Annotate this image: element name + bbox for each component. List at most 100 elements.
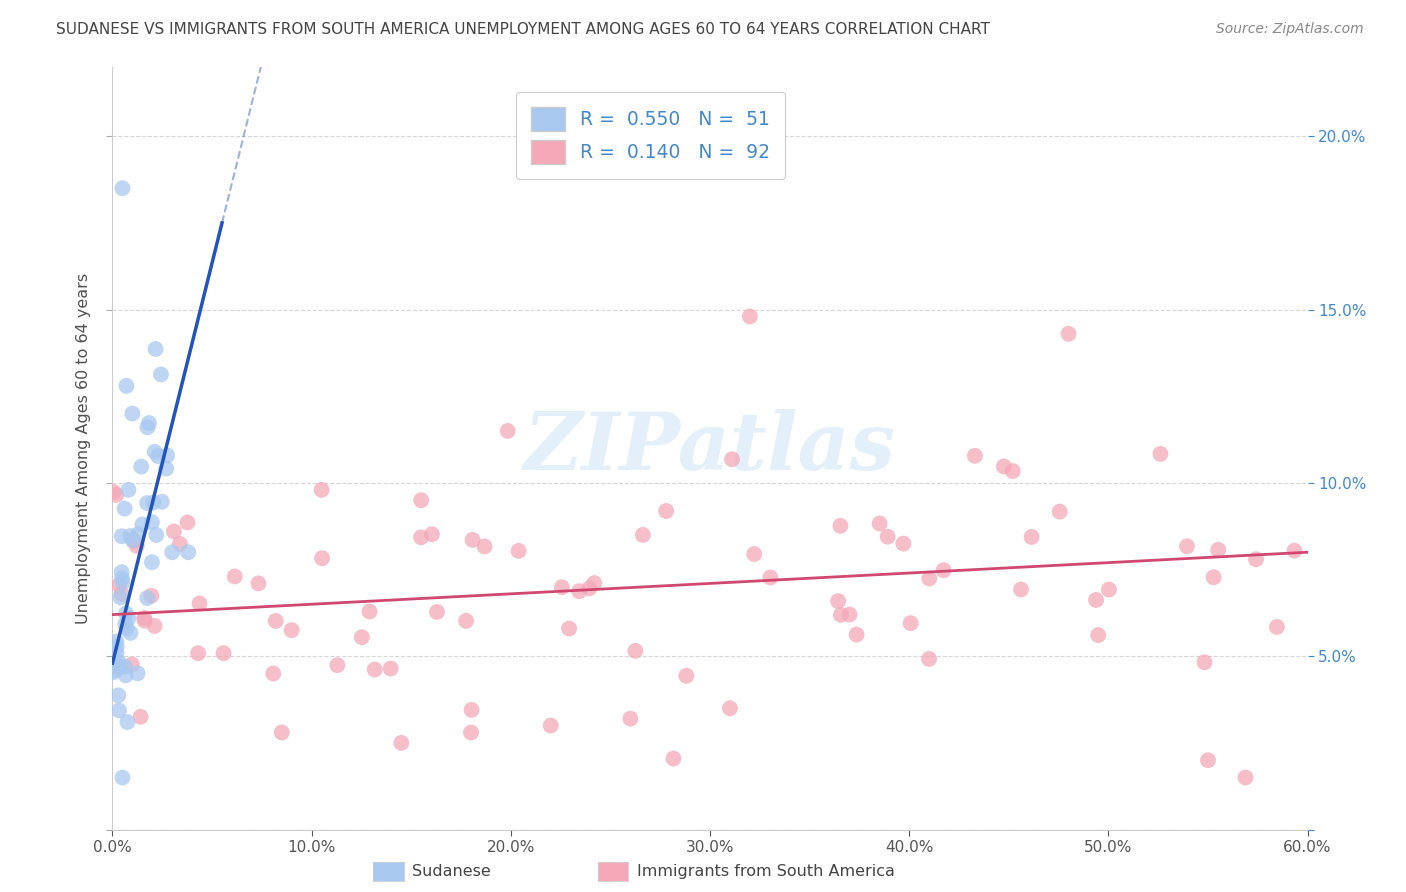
Point bbox=[143, 619, 166, 633]
Point bbox=[105, 488, 128, 502]
Point bbox=[1284, 543, 1306, 558]
Point bbox=[131, 517, 153, 532]
Point bbox=[149, 368, 172, 382]
Point bbox=[111, 571, 134, 585]
Text: Immigrants from South America: Immigrants from South America bbox=[637, 864, 894, 879]
Point bbox=[311, 551, 333, 566]
Point bbox=[108, 703, 131, 717]
Point bbox=[1057, 326, 1080, 341]
Point bbox=[125, 539, 148, 553]
Point bbox=[270, 725, 292, 739]
Point bbox=[583, 576, 606, 591]
Point bbox=[105, 640, 128, 654]
Point bbox=[389, 736, 412, 750]
Point bbox=[1149, 447, 1171, 461]
Point bbox=[918, 571, 941, 585]
Point bbox=[551, 580, 574, 594]
Point bbox=[136, 420, 159, 434]
Point bbox=[136, 496, 159, 510]
Point bbox=[262, 666, 284, 681]
Point bbox=[150, 494, 173, 508]
Point bbox=[110, 586, 132, 600]
Point bbox=[212, 646, 235, 660]
Point bbox=[145, 528, 167, 542]
Point bbox=[141, 555, 163, 569]
Point bbox=[120, 529, 142, 543]
Point bbox=[461, 533, 484, 547]
Point bbox=[247, 576, 270, 591]
Point bbox=[134, 611, 156, 625]
Point bbox=[508, 544, 530, 558]
Point bbox=[932, 563, 955, 577]
Point bbox=[117, 483, 139, 497]
Point bbox=[117, 714, 139, 729]
Point bbox=[624, 644, 647, 658]
Point bbox=[420, 527, 443, 541]
Point bbox=[1049, 505, 1071, 519]
Point bbox=[759, 570, 782, 584]
Point bbox=[830, 607, 852, 622]
Point bbox=[129, 459, 152, 474]
Point bbox=[163, 524, 186, 539]
Point bbox=[460, 703, 482, 717]
Point bbox=[105, 646, 128, 660]
Point bbox=[114, 668, 136, 682]
Point bbox=[1098, 582, 1121, 597]
Point bbox=[129, 710, 152, 724]
Point bbox=[1001, 464, 1024, 478]
Point bbox=[311, 483, 333, 497]
Point bbox=[326, 658, 349, 673]
Point bbox=[411, 530, 433, 544]
Point bbox=[111, 565, 134, 579]
Point bbox=[1194, 655, 1216, 669]
Point bbox=[114, 659, 136, 673]
Point bbox=[578, 582, 600, 596]
Point bbox=[108, 659, 131, 673]
Point bbox=[111, 181, 134, 195]
Point bbox=[188, 597, 211, 611]
Point bbox=[568, 584, 591, 599]
Point bbox=[115, 607, 138, 621]
Point bbox=[1234, 771, 1257, 785]
Point bbox=[103, 485, 125, 500]
Point bbox=[114, 617, 136, 632]
Point bbox=[675, 669, 697, 683]
Point bbox=[411, 493, 433, 508]
Text: Sudanese: Sudanese bbox=[412, 864, 491, 879]
Point bbox=[631, 528, 654, 542]
Point bbox=[107, 655, 129, 669]
Point bbox=[1021, 530, 1043, 544]
Point bbox=[121, 657, 143, 672]
Point bbox=[111, 575, 134, 590]
Point bbox=[187, 646, 209, 660]
Point bbox=[122, 533, 145, 548]
Point bbox=[1202, 570, 1225, 584]
Point bbox=[1197, 753, 1219, 767]
Point bbox=[145, 342, 167, 356]
Point bbox=[738, 310, 761, 324]
Point bbox=[496, 424, 519, 438]
Point bbox=[104, 663, 127, 677]
Point bbox=[127, 666, 149, 681]
Point bbox=[876, 530, 898, 544]
Point bbox=[120, 626, 142, 640]
Point bbox=[426, 605, 449, 619]
Point bbox=[1010, 582, 1032, 597]
Point bbox=[655, 504, 678, 518]
Point bbox=[121, 533, 143, 548]
Point bbox=[1265, 620, 1288, 634]
Text: SUDANESE VS IMMIGRANTS FROM SOUTH AMERICA UNEMPLOYMENT AMONG AGES 60 TO 64 YEARS: SUDANESE VS IMMIGRANTS FROM SOUTH AMERIC… bbox=[56, 22, 990, 37]
Point bbox=[993, 459, 1015, 474]
Point bbox=[280, 623, 302, 637]
Point bbox=[893, 536, 915, 550]
Point bbox=[1206, 542, 1229, 557]
Point bbox=[169, 537, 191, 551]
Point bbox=[110, 591, 132, 605]
Point bbox=[718, 701, 741, 715]
Point bbox=[1175, 539, 1198, 553]
Point bbox=[264, 614, 287, 628]
Point bbox=[721, 452, 744, 467]
Point bbox=[111, 529, 134, 543]
Point bbox=[105, 634, 128, 648]
Point bbox=[115, 622, 138, 636]
